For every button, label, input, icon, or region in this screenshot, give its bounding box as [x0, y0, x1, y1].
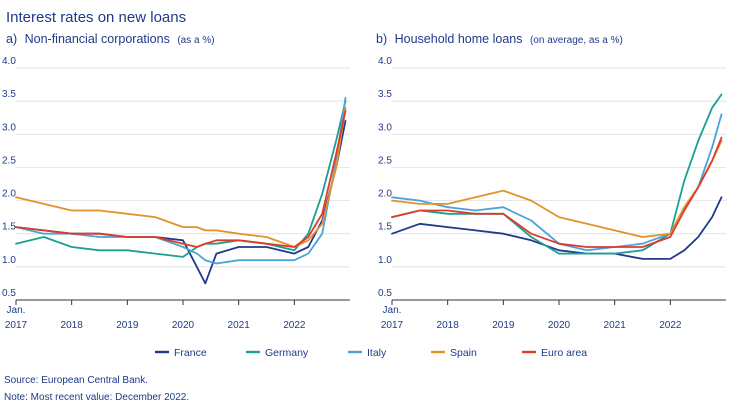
legend-label-spain: Spain	[450, 347, 477, 359]
panel-b-ytick-label: 1.0	[378, 255, 392, 266]
legend: France Germany Italy Spain Euro area	[155, 347, 587, 359]
panel-b-xtick-label: 2022	[659, 320, 682, 331]
legend-label-germany: Germany	[265, 347, 309, 359]
panel-b-title-text: Household home loans	[395, 32, 523, 46]
panel-a-xtick-label: Jan.	[7, 305, 26, 316]
figure-title: Interest rates on new loans	[6, 9, 186, 26]
panel-a-xtick-label: 2018	[61, 320, 84, 331]
panel-b-label: b)	[376, 32, 387, 46]
panel-a-xtick-label: 2020	[172, 320, 195, 331]
panel-a-series-euro-area	[15, 110, 347, 248]
panel-b-xtick-label-year: 2017	[381, 320, 404, 331]
panel-a-ytick-label: 1.5	[2, 222, 16, 233]
panel-b-ytick-label: 4.0	[378, 56, 392, 67]
panel-b-ytick-label: 3.0	[378, 122, 392, 133]
panel-a-xtick-label: 2019	[116, 320, 139, 331]
panel-a-series-spain	[15, 106, 347, 248]
panel-b-plot: 0.5 1.0 1.5 2.0 2.5 3.0 3.5 4.0 Jan. 2017 2018 2019…	[378, 56, 726, 331]
panel-b-title: b) Household home loans (on average, as …	[376, 32, 623, 46]
footnote: Note: Most recent value: December 2022.	[4, 392, 189, 403]
panel-a-ytick-label: 3.5	[2, 89, 16, 100]
panel-b-ytick-label: 0.5	[378, 288, 392, 299]
legend-label-france: France	[174, 347, 207, 359]
panel-a-ytick-label: 1.0	[2, 255, 16, 266]
panel-a-ytick-label: 3.0	[2, 122, 16, 133]
panel-b-ytick-label: 1.5	[378, 222, 392, 233]
panel-a-title: a) Non-financial corporations (as a %)	[6, 32, 215, 46]
panel-a-xtick-label: 2022	[283, 320, 306, 331]
panel-b-series-germany	[391, 93, 723, 255]
panel-b-ytick-label: 2.0	[378, 189, 392, 200]
panel-b-xtick-label: Jan.	[383, 305, 402, 316]
source-note: Source: European Central Bank.	[4, 375, 148, 386]
panel-b-title-note: (on average, as a %)	[530, 35, 623, 46]
panel-b-ytick-label: 3.5	[378, 89, 392, 100]
panel-a-title-text: Non-financial corporations	[25, 32, 170, 46]
panel-a-ytick-label: 0.5	[2, 288, 16, 299]
panel-a-label: a)	[6, 32, 17, 46]
panel-b-xtick-label: 2019	[492, 320, 515, 331]
panel-b-xtick-label: 2020	[548, 320, 571, 331]
panel-b-series-spain	[391, 139, 723, 238]
panel-b-ytick-label: 2.5	[378, 155, 392, 166]
panel-a-title-note: (as a %)	[177, 35, 214, 46]
panel-a-ytick-label: 2.5	[2, 155, 16, 166]
panel-a-ytick-label: 4.0	[2, 56, 16, 67]
panel-b-xtick-label: 2018	[437, 320, 460, 331]
panel-a-ytick-label: 2.0	[2, 189, 16, 200]
panel-b-series-euro-area	[391, 136, 723, 248]
legend-label-italy: Italy	[367, 347, 387, 359]
panel-a-series-italy	[15, 96, 347, 265]
panel-a-plot: 0.5 1.0 1.5 2.0 2.5 3.0 3.5 4.0 Jan. 2017 2018 2019…	[2, 56, 350, 331]
panel-a-xtick-label-year: 2017	[5, 320, 28, 331]
legend-label-euro-area: Euro area	[541, 347, 587, 359]
panel-a-xtick-label: 2021	[228, 320, 251, 331]
panel-b-xtick-label: 2021	[604, 320, 627, 331]
